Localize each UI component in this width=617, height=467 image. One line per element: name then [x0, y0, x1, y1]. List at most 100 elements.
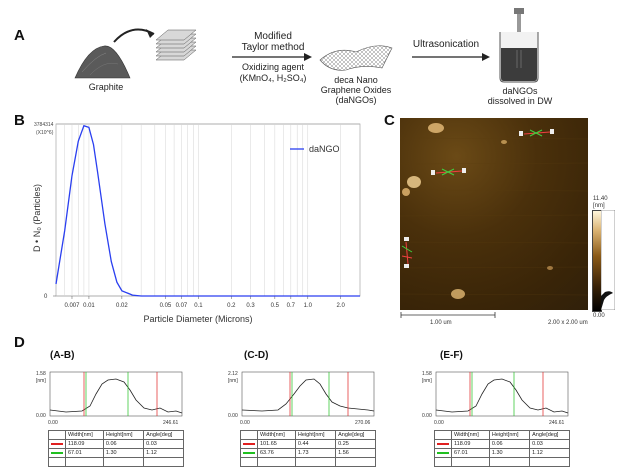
- cell-width: 67.01: [65, 448, 104, 458]
- x-tick-label: 0.5: [271, 303, 280, 309]
- profile-cd-yunit: [nm]: [228, 378, 238, 384]
- profile-cd-ymin: 0.00: [228, 413, 238, 419]
- y-zero-label: 0: [44, 294, 48, 300]
- profile-ab-yunit: [nm]: [36, 378, 46, 384]
- ultrasonication-label: Ultrasonication: [412, 39, 480, 50]
- green-marker-swatch: [437, 451, 449, 454]
- method-arrow: [232, 53, 312, 61]
- y-top-label: 3784314: [34, 122, 54, 128]
- graphite-label: Graphite: [88, 82, 124, 92]
- cell-width: 67.01: [451, 448, 490, 458]
- profile-table-cd: Width[nm] Height[nm] Angle[deg] 101.65 0…: [240, 430, 376, 467]
- cell-angle: 0.25: [335, 439, 376, 449]
- profile-title-ef: (E-F): [440, 350, 463, 361]
- colorbar-unit: [nm]: [593, 203, 605, 209]
- cell-angle: 0.03: [529, 439, 570, 449]
- scale-bar: [400, 312, 496, 318]
- table-row: 67.01 1.30 1.12: [434, 448, 570, 458]
- red-marker-swatch: [243, 442, 255, 445]
- cell-angle: 1.12: [529, 448, 570, 458]
- cell-height: 1.30: [488, 448, 531, 458]
- afm-image: [399, 118, 589, 310]
- profile-ef-ymin: 0.00: [422, 413, 432, 419]
- profile-chart-ab: 1.58 [nm] 0.00 0.00 246.61: [36, 371, 183, 426]
- dissolved-line1: daNGOs: [502, 86, 538, 96]
- table-row: 101.65 0.44 0.25: [240, 439, 376, 449]
- profile-table-ef: Width[nm] Height[nm] Angle[deg] 118.09 0…: [434, 430, 570, 467]
- graphite-illustration: [74, 28, 197, 79]
- cell-width: 118.09: [65, 439, 104, 449]
- profile-cd-xmax: 270.06: [355, 420, 371, 426]
- col-height: Height[nm]: [294, 430, 337, 440]
- x-tick-label: 0.3: [246, 303, 255, 309]
- table-row-empty: [48, 457, 184, 467]
- method-title-line1: Modified: [254, 31, 292, 42]
- colorbar-max: 11.40: [593, 196, 608, 202]
- scale-label: 1.00 um: [430, 320, 452, 326]
- reagent-line1: Oxidizing agent: [241, 62, 305, 72]
- x-axis-label: Particle Diameter (Microns): [143, 314, 252, 324]
- x-tick-label: 0.01: [83, 303, 95, 309]
- panel-letter-b: B: [14, 112, 25, 129]
- dango-line1: deca Nano: [334, 75, 378, 85]
- colorbar-min: 0.00: [593, 313, 605, 319]
- x-tick-label: 0.1: [194, 303, 203, 309]
- dango-line2: Graphene Oxides: [320, 85, 392, 95]
- col-angle: Angle[deg]: [529, 430, 570, 440]
- reagent-line2: (KMnO₄, H₂SO₄): [239, 73, 307, 83]
- x-tick-label: 0.07: [176, 303, 188, 309]
- height-histogram: [601, 210, 615, 310]
- cell-angle: 1.56: [335, 448, 376, 458]
- cell-width: 63.76: [257, 448, 296, 458]
- table-row-empty: [434, 457, 570, 467]
- particle-size-chart: 0.007 0.01 0.02 0.05 0.07 0.1 0.2 0.3 0.5 0.7 1.0 2…: [32, 122, 361, 324]
- cell-width: 101.65: [257, 439, 296, 449]
- table-row: 67.01 1.30 1.12: [48, 448, 184, 458]
- col-angle: Angle[deg]: [335, 430, 376, 440]
- profile-ef-xmin: 0.00: [434, 420, 444, 426]
- green-marker-swatch: [51, 451, 63, 454]
- profile-cd-xmin: 0.00: [240, 420, 250, 426]
- x-tick-label: 2.0: [337, 303, 346, 309]
- panel-letter-d: D: [14, 334, 25, 351]
- profile-ef-ymax: 1.58: [422, 371, 432, 377]
- col-width: Width[nm]: [65, 430, 104, 440]
- table-row: 118.09 0.06 0.03: [434, 439, 570, 449]
- profile-ab-ymax: 1.58: [36, 371, 46, 377]
- cell-height: 0.44: [294, 439, 337, 449]
- profile-ef-xmax: 246.61: [549, 420, 565, 426]
- table-header-row: Width[nm] Height[nm] Angle[deg]: [240, 430, 376, 440]
- beaker-sonicator-icon: [499, 8, 539, 83]
- cell-angle: 0.03: [143, 439, 184, 449]
- col-height: Height[nm]: [102, 430, 145, 440]
- panel-letter-c: C: [384, 112, 395, 129]
- dango-line3: (daNGOs): [335, 95, 377, 105]
- cell-width: 118.09: [451, 439, 490, 449]
- cell-angle: 1.12: [143, 448, 184, 458]
- profile-cd-ymax: 2.12: [228, 371, 238, 377]
- dissolved-line2: dissolved in DW: [487, 96, 553, 106]
- y-top-multiplier: (X10^6): [36, 130, 54, 136]
- panel-letter-a: A: [14, 27, 25, 44]
- y-axis-label: D • N₀ (Particles): [32, 184, 42, 252]
- cell-height: 1.30: [102, 448, 145, 458]
- profile-ab-xmax: 246.61: [163, 420, 179, 426]
- method-title-line2: Taylor method: [241, 42, 305, 53]
- profile-ab-ymin: 0.00: [36, 413, 46, 419]
- col-height: Height[nm]: [488, 430, 531, 440]
- profile-marker-ab: [519, 129, 554, 137]
- series-line-daNGO: [55, 124, 360, 297]
- profile-chart-ef: 1.58 [nm] 0.00 0.00 246.61: [422, 371, 569, 426]
- cell-height: 0.06: [102, 439, 145, 449]
- col-width: Width[nm]: [257, 430, 296, 440]
- profile-ef-yunit: [nm]: [422, 378, 432, 384]
- col-angle: Angle[deg]: [143, 430, 184, 440]
- table-header-row: Width[nm] Height[nm] Angle[deg]: [48, 430, 184, 440]
- table-row: 118.09 0.06 0.03: [48, 439, 184, 449]
- profile-title-cd: (C-D): [244, 350, 269, 361]
- profile-table-ab: Width[nm] Height[nm] Angle[deg] 118.09 0…: [48, 430, 184, 467]
- table-row: 63.76 1.73 1.56: [240, 448, 376, 458]
- profile-chart-cd: 2.12 [nm] 0.00 0.00 270.06: [228, 371, 375, 426]
- red-marker-swatch: [51, 442, 63, 445]
- profile-marker-ef: [401, 237, 413, 268]
